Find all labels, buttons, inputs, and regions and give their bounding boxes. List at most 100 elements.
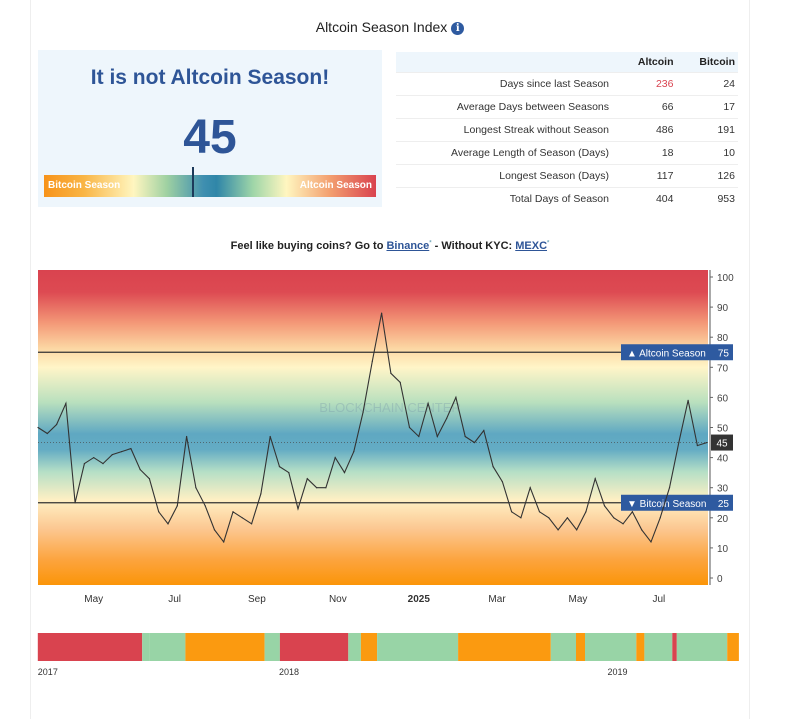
season-segment-neutral bbox=[644, 633, 673, 661]
data-point bbox=[566, 517, 568, 519]
page-title: Altcoin Season Index i bbox=[0, 19, 780, 35]
data-point bbox=[362, 411, 364, 414]
altcoin-value: 18 bbox=[615, 141, 677, 165]
data-point bbox=[83, 463, 86, 465]
altcoin-value: 117 bbox=[615, 164, 677, 188]
year-label: 2017 bbox=[38, 667, 58, 677]
data-point bbox=[176, 505, 178, 507]
data-point bbox=[278, 466, 281, 468]
data-point bbox=[130, 447, 132, 450]
data-point bbox=[65, 402, 67, 405]
data-point bbox=[93, 457, 95, 459]
external-marker: * bbox=[429, 240, 432, 247]
x-tick-label: May bbox=[84, 594, 103, 605]
data-point bbox=[167, 523, 169, 525]
season-segment-altcoin bbox=[279, 633, 349, 661]
data-point bbox=[427, 402, 429, 405]
data-point bbox=[613, 517, 615, 519]
data-point bbox=[576, 529, 578, 531]
data-point bbox=[473, 441, 476, 444]
row-label: Average Length of Season (Days) bbox=[396, 141, 615, 165]
season-segment-neutral bbox=[348, 633, 361, 661]
data-point bbox=[204, 505, 206, 507]
altcoin-value: 486 bbox=[615, 118, 677, 142]
column-header-bitcoin: Bitcoin bbox=[676, 52, 738, 73]
table-row: Longest Season (Days) 117 126 bbox=[396, 164, 738, 188]
data-point bbox=[492, 466, 494, 468]
data-point bbox=[297, 508, 299, 510]
data-point bbox=[659, 517, 661, 519]
season-segment-bitcoin bbox=[185, 633, 265, 661]
data-point bbox=[251, 523, 253, 525]
data-point bbox=[622, 523, 624, 525]
season-gauge-bar: Bitcoin Season Altcoin Season bbox=[44, 167, 376, 197]
data-point bbox=[696, 444, 698, 447]
data-point bbox=[418, 435, 420, 438]
y-tick-label: 100 bbox=[717, 273, 734, 284]
row-label: Longest Season (Days) bbox=[396, 164, 615, 188]
y-tick-label: 40 bbox=[717, 454, 729, 465]
data-point bbox=[603, 505, 606, 507]
season-segment-neutral bbox=[550, 633, 576, 661]
binance-link[interactable]: Binance bbox=[386, 240, 430, 252]
season-segment-bitcoin bbox=[636, 633, 645, 661]
table-row: Longest Streak without Season 486 191 bbox=[396, 118, 738, 142]
season-segment-altcoin bbox=[37, 633, 143, 661]
data-point bbox=[399, 381, 401, 383]
data-point bbox=[288, 472, 290, 474]
data-point bbox=[185, 435, 188, 438]
column-header-altcoin: Altcoin bbox=[615, 52, 677, 73]
y-tick-label: 30 bbox=[717, 484, 729, 495]
mexc-link[interactable]: MEXC bbox=[515, 240, 548, 252]
bitcoin-value: 10 bbox=[676, 141, 738, 165]
watermark: BLOCKCHAIN CENTER bbox=[319, 400, 461, 415]
column-header-label bbox=[396, 52, 615, 73]
data-point bbox=[195, 487, 197, 489]
season-segment-neutral bbox=[149, 633, 186, 661]
y-tick-label: 60 bbox=[717, 393, 729, 404]
threshold-badge bbox=[621, 344, 733, 361]
season-segment-bitcoin bbox=[576, 633, 585, 661]
data-point bbox=[213, 529, 216, 531]
status-panel: It is not Altcoin Season! 45 Bitcoin Sea… bbox=[38, 50, 382, 207]
data-point bbox=[464, 435, 466, 438]
row-label: Longest Streak without Season bbox=[396, 118, 615, 142]
current-value-label: 45 bbox=[716, 439, 728, 450]
data-point bbox=[55, 423, 58, 426]
info-icon[interactable]: i bbox=[451, 22, 465, 35]
data-point bbox=[316, 487, 318, 489]
x-tick-label: Sep bbox=[248, 594, 266, 605]
data-point bbox=[483, 429, 485, 432]
data-point bbox=[120, 450, 123, 453]
bitcoin-value: 126 bbox=[676, 164, 738, 188]
data-point bbox=[325, 487, 327, 489]
threshold-value: 25 bbox=[718, 499, 730, 510]
gauge-right-label: Altcoin Season bbox=[299, 180, 372, 191]
y-tick-label: 20 bbox=[717, 514, 729, 525]
data-point bbox=[455, 396, 457, 398]
data-point bbox=[158, 511, 160, 513]
season-segment-altcoin bbox=[672, 633, 677, 661]
promo-text-kyc: - Without KYC: bbox=[431, 240, 516, 252]
data-point bbox=[446, 417, 448, 420]
data-point bbox=[529, 487, 531, 489]
content-frame bbox=[30, 0, 750, 719]
altcoin-value: 236 bbox=[615, 72, 677, 96]
data-point bbox=[148, 478, 151, 480]
data-point bbox=[436, 435, 438, 438]
data-point bbox=[111, 453, 113, 456]
x-tick-label: Jul bbox=[653, 594, 666, 605]
data-point bbox=[678, 441, 680, 444]
y-tick-label: 0 bbox=[717, 574, 723, 585]
x-tick-label: Nov bbox=[329, 594, 347, 605]
y-tick-label: 80 bbox=[717, 333, 729, 344]
data-point bbox=[538, 511, 541, 513]
threshold-label: ▲ Altcoin Season bbox=[627, 348, 706, 359]
data-point bbox=[641, 529, 643, 531]
bitcoin-value: 191 bbox=[676, 118, 738, 142]
data-point bbox=[74, 502, 76, 504]
data-point bbox=[390, 372, 392, 374]
y-tick-label: 70 bbox=[717, 363, 729, 374]
